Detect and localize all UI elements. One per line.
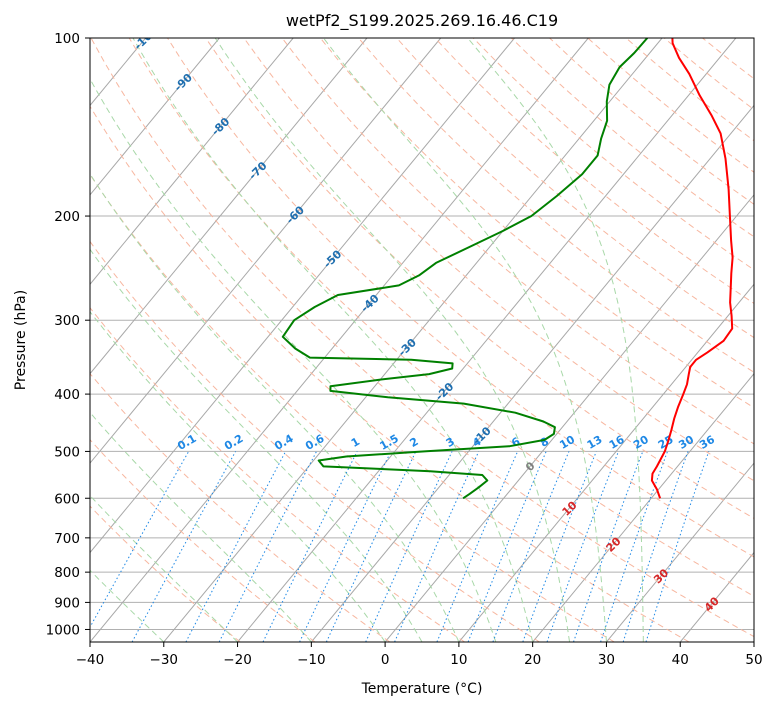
- y-tick-label: 400: [54, 387, 80, 403]
- mixing-ratio-line: [522, 451, 597, 642]
- dry-adiabat-lines: [90, 38, 754, 642]
- mixing-ratio-line: [90, 451, 190, 629]
- mixing-ratio-line: [365, 451, 453, 642]
- isotherm-line: [532, 372, 754, 642]
- x-tick-label: −40: [76, 652, 105, 668]
- y-tick-label: 100: [54, 31, 80, 47]
- mixing-ratio-line: [467, 451, 547, 642]
- dry-adiabat-line: [90, 105, 690, 642]
- moist-adiabat-line: [323, 38, 607, 642]
- x-tick-label: −20: [223, 652, 252, 668]
- dry-adiabat-line: [90, 173, 615, 642]
- dry-adiabat-line: [90, 505, 241, 642]
- y-tick-label: 800: [54, 565, 80, 581]
- x-tick-label: 0: [381, 652, 390, 668]
- mixing-ratio-line: [218, 451, 317, 642]
- isotherm-line: [237, 38, 737, 642]
- mixing-ratio-line: [546, 451, 619, 642]
- plot-area: 0.1 0.2 0.4 0.6 1 1.5 2 3 4 6 8 10 13 16 20 25 30 36-100-…: [90, 38, 754, 642]
- y-tick-label: 600: [54, 491, 80, 507]
- y-tick-label: 300: [54, 313, 80, 329]
- sounding-profiles: [281, 38, 734, 500]
- y-axis-ticks: 1000 900 800 700 600 500 400 300 200 100: [46, 31, 90, 638]
- dry-adiabat-line: [243, 38, 754, 482]
- x-tick-label: −30: [150, 652, 179, 668]
- isotherm-line: [90, 38, 442, 464]
- moist-adiabat-line: [467, 38, 644, 642]
- moist-adiabat-line: [90, 248, 423, 642]
- y-tick-label: 1000: [46, 622, 80, 638]
- moist-adiabat-line: [90, 494, 238, 642]
- moist-adiabat-line: [214, 38, 571, 642]
- dry-adiabat-line: [396, 38, 754, 339]
- isotherm-line: [606, 462, 754, 642]
- x-axis-ticks: −40 −30 −20 −10 0 10 20 30 40 50: [76, 642, 763, 668]
- x-tick-label: 30: [598, 652, 615, 668]
- mixing-ratio-line: [600, 451, 668, 642]
- mixing-ratio-line: [645, 451, 710, 642]
- isotherm-line: [90, 38, 368, 375]
- moist-adiabat-line: [90, 173, 460, 642]
- mixing-ratio-line: [262, 451, 358, 642]
- mixing-ratio-line: [131, 451, 237, 642]
- isotherm-line: [90, 38, 589, 642]
- dry-adiabat-line: [90, 306, 465, 642]
- mixing-ratio-line: [573, 451, 644, 642]
- mixing-ratio-line: [492, 451, 570, 642]
- moist-adiabat-line: [90, 310, 386, 642]
- dewpoint-profile-line: [281, 38, 649, 500]
- isotherm-line: [163, 38, 663, 642]
- temperature-profile-line: [650, 38, 734, 499]
- y-tick-label: 900: [54, 595, 80, 611]
- dry-adiabat-line: [90, 240, 540, 642]
- mixing-ratio-line: [436, 451, 519, 642]
- isotherm-line: [90, 38, 515, 554]
- x-tick-label: 20: [524, 652, 541, 668]
- x-tick-label: −10: [297, 652, 326, 668]
- dry-adiabat-line: [205, 38, 754, 519]
- isotherm-line: [310, 104, 754, 642]
- y-tick-label: 700: [54, 531, 80, 547]
- dry-adiabat-line: [90, 38, 754, 638]
- axes-frame: [89, 37, 755, 643]
- isotherm-line: [458, 283, 754, 642]
- isotherm-line: [90, 38, 220, 196]
- x-tick-label: 50: [745, 652, 762, 668]
- isotherm-lines: [90, 38, 754, 642]
- y-axis-label: Pressure (hPa): [13, 290, 29, 390]
- isotherm-line: [384, 194, 754, 642]
- chart-title: wetPf2_S199.2025.269.16.46.C19: [286, 11, 558, 31]
- mixing-ratio-line: [394, 451, 480, 642]
- moist-adiabat-line: [90, 77, 497, 642]
- y-tick-label: 200: [54, 209, 80, 225]
- mixing-ratio-line: [622, 451, 689, 642]
- mixing-ratio-lines: [90, 451, 710, 642]
- dry-adiabat-line: [128, 38, 754, 597]
- x-tick-label: 10: [450, 652, 467, 668]
- x-tick-label: 40: [672, 652, 689, 668]
- y-tick-label: 500: [54, 444, 80, 460]
- isotherm-line: [90, 38, 294, 286]
- x-axis-label: Temperature (°C): [361, 681, 483, 697]
- moist-adiabat-line: [90, 569, 165, 642]
- dry-adiabat-line: [90, 372, 391, 642]
- dry-adiabat-line: [434, 38, 754, 305]
